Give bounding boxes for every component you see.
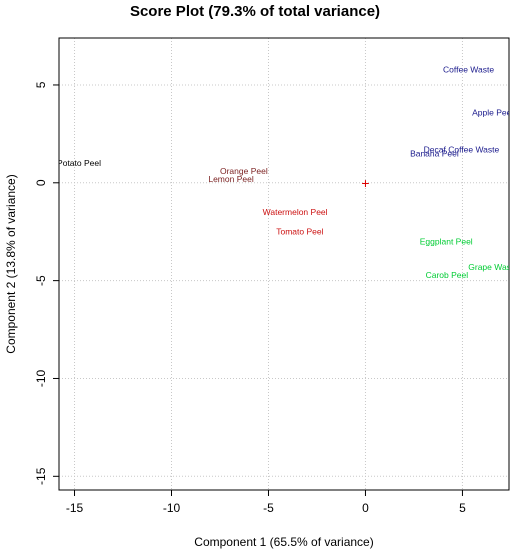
grid (59, 38, 509, 490)
y-axis: -15 -10 -5 0 5 (34, 81, 59, 485)
origin-plus-icon: + (361, 175, 369, 191)
y-tick-label: 5 (34, 81, 48, 88)
point-label: Tomato Peel (276, 227, 323, 237)
x-axis: -15 -10 -5 0 5 (66, 490, 466, 515)
x-tick-label: 5 (459, 501, 466, 515)
point-label: Watermelon Peel (263, 207, 328, 217)
origin-marker: + (361, 175, 369, 191)
y-tick-label: -10 (34, 369, 48, 387)
point-label: Eggplant Peel (420, 236, 473, 246)
plot-frame (58, 37, 510, 491)
point-label: Lemon Peel (208, 174, 253, 184)
x-tick-label: -5 (263, 501, 274, 515)
point-label: Orange Peel (220, 166, 268, 176)
point-label: Banana Peel (410, 148, 459, 158)
y-axis-label: Component 2 (13.8% of variance) (4, 174, 18, 353)
point-label: Decaf Coffee Waste (424, 145, 500, 155)
point-label: Carob Peel (426, 270, 469, 280)
point-label: Apple Peel (472, 107, 511, 117)
point-label: Coffee Waste (443, 64, 494, 74)
x-tick-label: -10 (163, 501, 181, 515)
x-tick-label: -15 (66, 501, 84, 515)
y-tick-label: -5 (34, 275, 48, 286)
point-label: Grape Waste (468, 262, 511, 272)
y-tick-label: 0 (34, 179, 48, 186)
point-label: Potato Peel (57, 158, 101, 168)
chart-title: Score Plot (79.3% of total variance) (130, 3, 380, 20)
y-tick-label: -15 (34, 467, 48, 485)
x-axis-label: Component 1 (65.5% of variance) (194, 535, 373, 549)
x-tick-label: 0 (362, 501, 369, 515)
score-points: Coffee Waste Apple Peel Decaf Coffee Waste… (57, 64, 511, 280)
